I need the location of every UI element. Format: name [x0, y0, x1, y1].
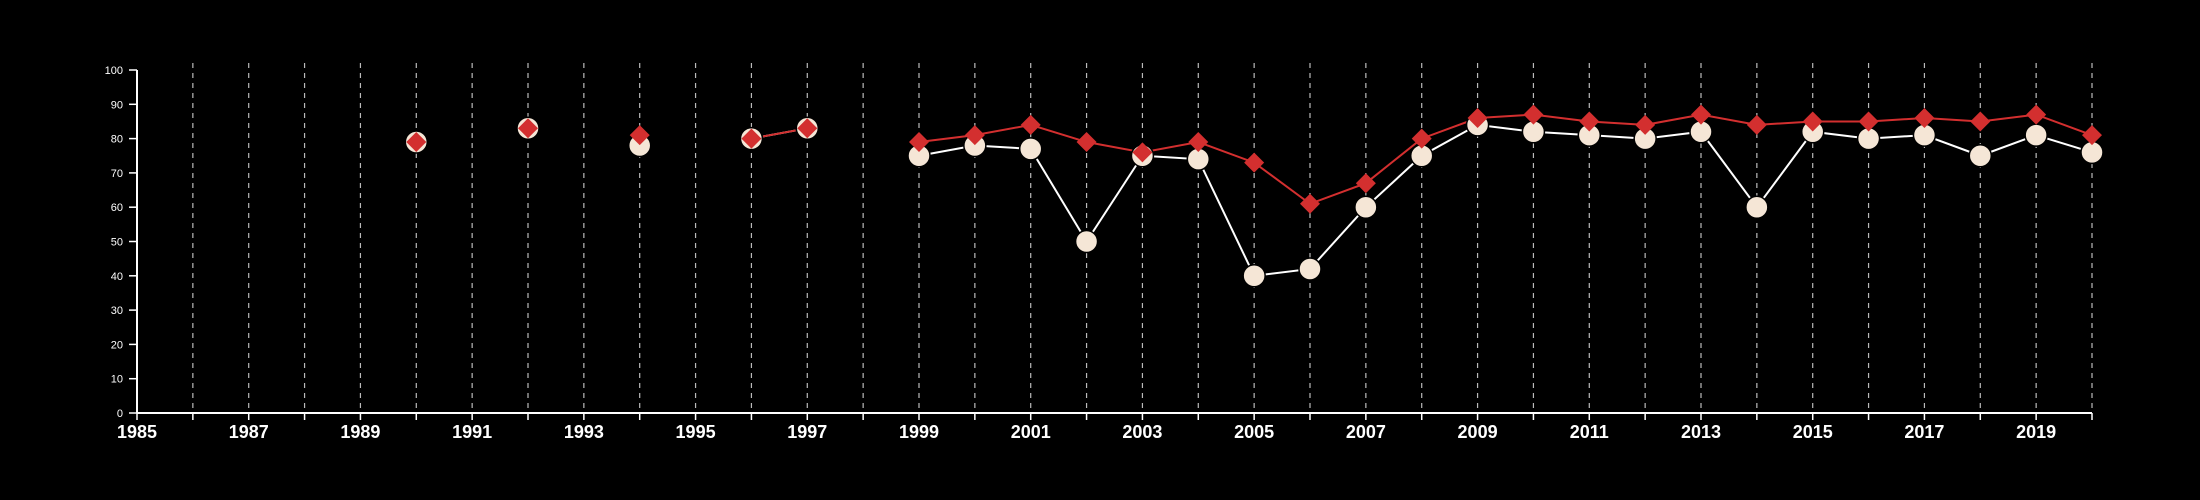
- data-point-2011: [1579, 111, 1600, 132]
- data-point-1999: [909, 132, 929, 153]
- x-tick-label: 2001: [1011, 422, 1051, 442]
- x-tick-label: 1993: [564, 422, 604, 442]
- series-1-markers: [406, 104, 2102, 214]
- y-tick-label: 100: [105, 65, 123, 77]
- x-tick-label: 2003: [1122, 422, 1162, 442]
- data-point-2008: [1411, 128, 1432, 149]
- data-point-2005: [1242, 264, 1266, 288]
- data-point-2001: [1018, 137, 1043, 161]
- data-point-2018: [1968, 144, 1993, 168]
- data-point-2005: [1244, 152, 1265, 173]
- data-point-2002: [1076, 132, 1097, 153]
- data-point-2001: [1020, 114, 1041, 135]
- x-tick-label: 2017: [1904, 422, 1944, 442]
- x-tick-label: 1991: [452, 422, 492, 442]
- data-point-2012: [1635, 114, 1656, 135]
- x-tick-label: 2009: [1458, 422, 1498, 442]
- data-point-1997: [797, 118, 818, 139]
- data-point-2019: [2026, 104, 2047, 125]
- data-point-2014: [1746, 114, 1767, 135]
- data-point-2013: [1691, 104, 1711, 125]
- data-point-2016: [1858, 111, 1879, 132]
- y-tick-label: 60: [111, 202, 123, 214]
- data-point-2000: [964, 125, 985, 146]
- y-tick-label: 0: [117, 408, 123, 420]
- y-tick-label: 80: [111, 134, 123, 146]
- data-point-2015: [1802, 111, 1823, 132]
- data-point-2009: [1467, 108, 1488, 129]
- x-axis-ticks: 1985 1987 1989 1991 1993 1995 1997 1999 2001 2003…: [117, 413, 2093, 442]
- data-point-1996: [741, 128, 762, 149]
- data-point-2014: [1745, 195, 1769, 219]
- series-0-line-segment: [918, 123, 2093, 277]
- x-tick-label: 2019: [2016, 422, 2056, 442]
- x-tick-label: 1997: [787, 422, 827, 442]
- data-point-2003: [1132, 142, 1153, 163]
- x-tick-label: 1989: [340, 422, 380, 442]
- y-axis-ticks: 0 10 20 30 40 50 60 70 80 90 100: [105, 65, 137, 420]
- y-tick-label: 50: [111, 237, 123, 249]
- data-point-1990: [406, 132, 427, 153]
- y-tick-label: 90: [111, 99, 123, 111]
- data-point-1992: [518, 118, 538, 139]
- data-point-2004: [1188, 132, 1209, 153]
- series-1-line-segment: [918, 113, 2093, 205]
- vertical-gridlines: [192, 63, 2093, 413]
- data-point-2006: [1300, 193, 1320, 214]
- data-point-2006: [1298, 257, 1322, 281]
- y-tick-label: 30: [111, 305, 123, 317]
- x-tick-label: 1985: [117, 422, 157, 442]
- data-point-2010: [1523, 104, 1544, 125]
- x-tick-label: 2015: [1793, 422, 1833, 442]
- x-tick-label: 1995: [676, 422, 716, 442]
- data-point-2018: [1970, 111, 1991, 132]
- data-point-2019: [2024, 123, 2048, 147]
- x-tick-label: 1987: [229, 422, 269, 442]
- data-point-2002: [1074, 229, 1099, 254]
- x-tick-label: 1999: [899, 422, 939, 442]
- data-point-2017: [1914, 108, 1935, 129]
- x-tick-label: 2013: [1681, 422, 1721, 442]
- y-tick-label: 40: [111, 271, 123, 283]
- y-tick-label: 70: [111, 168, 123, 180]
- series-0-markers: [404, 113, 2104, 288]
- data-point-1994: [629, 125, 650, 146]
- x-tick-label: 2005: [1234, 422, 1274, 442]
- y-tick-label: 20: [111, 339, 123, 351]
- x-tick-label: 2011: [1570, 422, 1609, 442]
- data-point-2007: [1354, 195, 1378, 219]
- data-point-2020: [2082, 125, 2102, 146]
- data-point-2007: [1355, 173, 1376, 194]
- y-tick-label: 10: [111, 374, 123, 386]
- x-tick-label: 2007: [1346, 422, 1386, 442]
